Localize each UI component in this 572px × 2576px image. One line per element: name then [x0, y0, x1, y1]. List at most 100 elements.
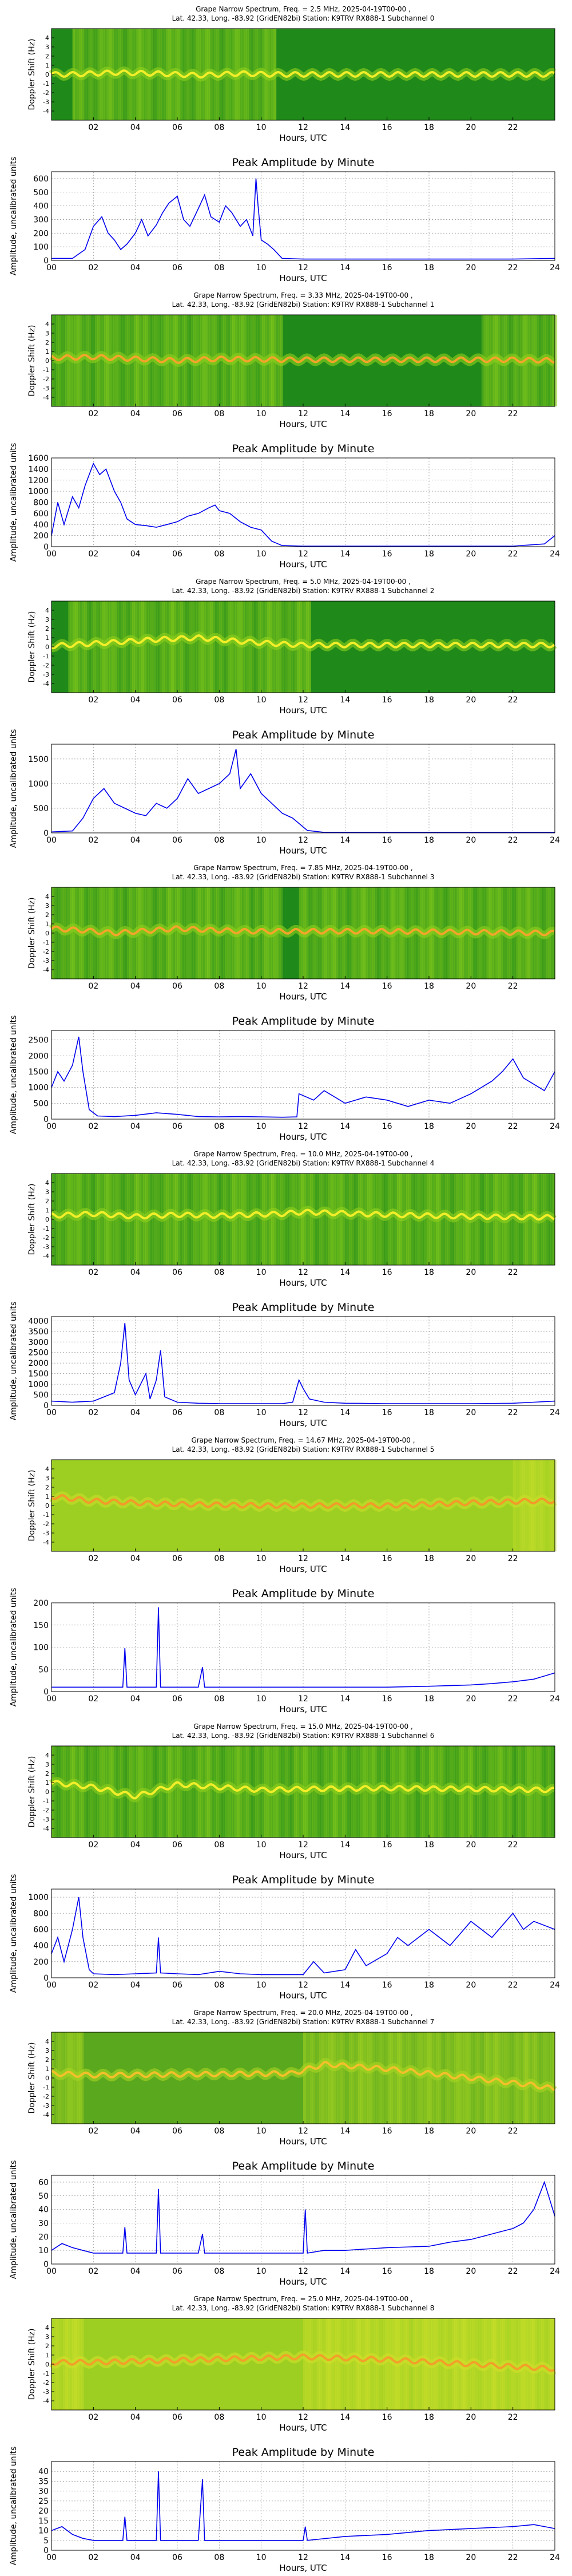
spectrogram-xtick-label: 10 — [256, 982, 267, 991]
amplitude-xtick-label: 14 — [340, 263, 350, 272]
amplitude-xtick-label: 12 — [298, 2267, 308, 2276]
spectrogram-band — [365, 2032, 368, 2124]
amplitude-title: Peak Amplitude by Minute — [232, 442, 375, 455]
spectrogram-band — [518, 2032, 521, 2124]
spectrogram-xtick-label: 12 — [298, 1554, 308, 1563]
spectrogram-band — [532, 2032, 535, 2124]
amplitude-xtick-label: 06 — [172, 1694, 182, 1704]
amplitude-ylabel: Amplitude, uncalibrated units — [9, 157, 18, 276]
spectrogram-xtick-label: 04 — [130, 2413, 141, 2422]
spectrogram-ytick-label: -3 — [43, 671, 49, 678]
spectrogram-band — [152, 1174, 155, 1265]
spectrogram-xtick-label: 18 — [424, 982, 434, 991]
spectrogram-band — [67, 2032, 70, 2124]
spectrogram-band — [331, 1174, 333, 1265]
amplitude-xtick-label: 00 — [46, 2267, 57, 2276]
amplitude-frame — [51, 2175, 555, 2265]
amplitude-xtick-label: 20 — [466, 1122, 476, 1131]
spectrogram-band — [86, 1746, 89, 1838]
spectrogram-xtick-label: 12 — [298, 982, 308, 991]
amplitude-xtick-label: 18 — [424, 1408, 434, 1417]
amplitude-xtick-label: 14 — [340, 2553, 350, 2562]
amplitude-title: Peak Amplitude by Minute — [232, 2446, 375, 2459]
spectrogram-band — [347, 1746, 349, 1838]
amplitude-xtick-label: 02 — [88, 1408, 98, 1417]
amplitude-xtick-label: 16 — [382, 550, 392, 559]
amplitude-xtick-label: 18 — [424, 263, 434, 272]
spectrogram-band — [125, 601, 128, 693]
spectrogram-band — [173, 1174, 176, 1265]
spectrogram-band — [397, 2032, 400, 2124]
spectrogram-band — [538, 1460, 541, 1551]
amplitude-xtick-label: 18 — [424, 2553, 434, 2562]
amplitude-xlabel: Hours, UTC — [279, 559, 327, 570]
spectrogram-band — [312, 2032, 315, 2124]
amplitude-xtick-label: 24 — [550, 2553, 560, 2562]
spectrogram-band — [395, 2032, 398, 2124]
spectrogram-band — [319, 1174, 322, 1265]
spectrogram-band — [466, 1746, 468, 1838]
amplitude-ytick-label: 1500 — [28, 1370, 49, 1379]
spectrogram-band — [132, 601, 135, 693]
spectrogram-xtick-label: 08 — [214, 696, 224, 705]
spectrogram-xtick-label: 12 — [298, 696, 308, 705]
spectrogram-ylabel: Doppler Shift (Hz) — [27, 1184, 37, 1255]
amplitude-xtick-label: 06 — [172, 2267, 182, 2276]
spectrogram-ytick-label: 4 — [45, 2324, 49, 2332]
spectrogram-band — [312, 1174, 315, 1265]
spectrogram-band — [347, 2032, 349, 2124]
spectrogram-band — [335, 2318, 338, 2410]
spectrogram-band — [93, 1746, 96, 1838]
amplitude-chart-5: Peak Amplitude by Minute 00 02 04 06 08 10 12 14… — [9, 1587, 560, 1714]
spectrogram-band — [169, 601, 172, 693]
spectrogram-band — [305, 2318, 308, 2410]
spectrogram-band — [422, 2032, 425, 2124]
spectrogram-band — [226, 601, 229, 693]
amplitude-xtick-label: 08 — [214, 263, 224, 272]
spectrogram-xtick-label: 20 — [466, 123, 476, 132]
amplitude-ytick-label: 500 — [33, 188, 49, 197]
spectrogram-xtick-label: 14 — [340, 696, 350, 705]
amplitude-series-line — [51, 178, 555, 260]
spectrogram-xlabel: Hours, UTC — [279, 133, 327, 143]
spectrogram-subtitle: Lat. 42.33, Long. -83.92 (GridEN82bi) St… — [172, 2018, 435, 2026]
spectrogram-xlabel: Hours, UTC — [279, 991, 327, 1002]
amplitude-ylabel: Amplitude, uncalibrated units — [9, 729, 18, 848]
amplitude-xtick-label: 22 — [508, 1981, 518, 1990]
amplitude-ytick-label: 1000 — [28, 1380, 49, 1389]
spectrogram-xlabel: Hours, UTC — [279, 705, 327, 716]
spectrogram-band — [427, 2032, 430, 2124]
amplitude-xtick-label: 16 — [382, 263, 392, 272]
spectrogram-band — [267, 601, 270, 693]
spectrogram-band — [157, 887, 160, 979]
spectrogram-band — [205, 601, 208, 693]
amplitude-ytick-label: 0 — [43, 1974, 49, 1983]
spectrogram-band — [81, 315, 84, 406]
spectrogram-band — [328, 1746, 331, 1838]
spectrogram-xtick-label: 04 — [130, 1554, 141, 1563]
spectrogram-band — [353, 2032, 356, 2124]
amplitude-xtick-label: 00 — [46, 2553, 57, 2562]
spectrogram-xtick-label: 16 — [382, 696, 392, 705]
spectrogram-xtick-label: 06 — [172, 1268, 182, 1277]
amplitude-xtick-label: 02 — [88, 2553, 98, 2562]
amplitude-ytick-label: 1000 — [28, 1084, 49, 1093]
spectrogram-xtick-label: 18 — [424, 696, 434, 705]
spectrogram-band — [192, 601, 194, 693]
spectrogram-band — [408, 1174, 411, 1265]
spectrogram-xtick-label: 16 — [382, 409, 392, 418]
spectrogram-band — [392, 1174, 395, 1265]
amplitude-ytick-label: 200 — [33, 229, 49, 238]
spectrogram-band — [333, 1174, 336, 1265]
spectrogram-xtick-label: 04 — [130, 409, 141, 418]
amplitude-ytick-label: 500 — [33, 804, 49, 813]
amplitude-series-line — [51, 462, 555, 547]
amplitude-title: Peak Amplitude by Minute — [232, 156, 375, 169]
amplitude-xtick-label: 02 — [88, 1694, 98, 1704]
spectrogram-band — [72, 887, 75, 979]
spectrogram-band — [157, 601, 160, 693]
amplitude-xtick-label: 24 — [550, 2267, 560, 2276]
spectrogram-band — [370, 2032, 372, 2124]
spectrogram-band — [228, 1746, 231, 1838]
spectrogram-band — [305, 1174, 308, 1265]
